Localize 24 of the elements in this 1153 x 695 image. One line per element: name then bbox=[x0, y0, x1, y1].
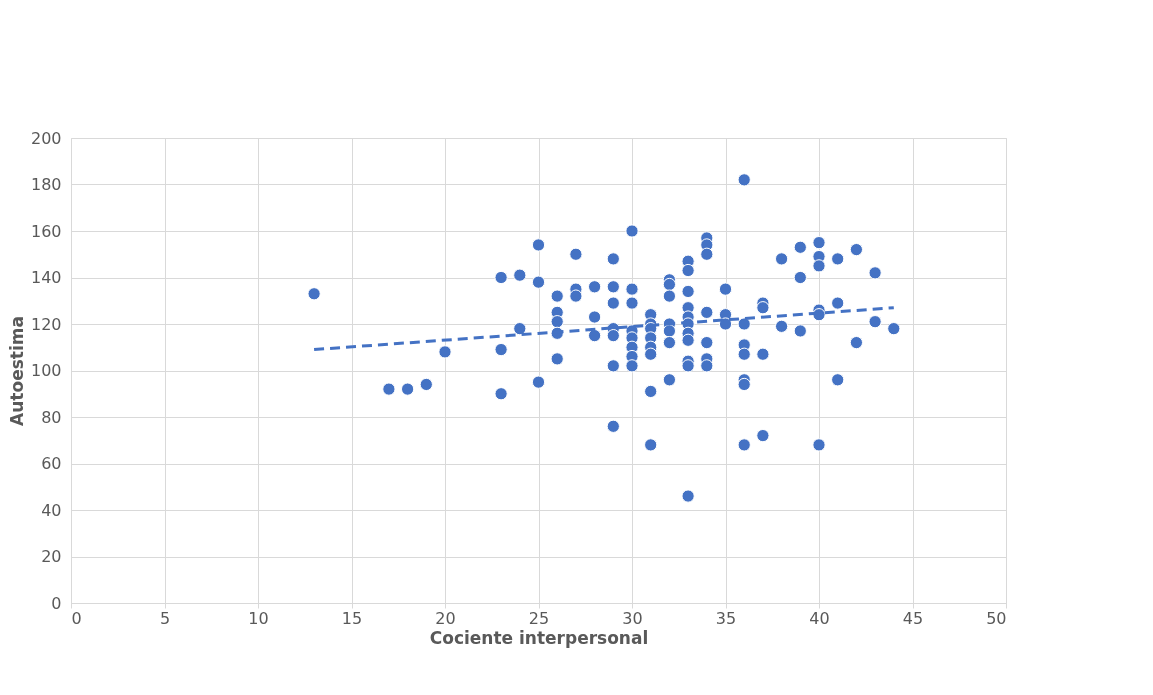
x-tick-label: 0 bbox=[71, 608, 82, 628]
y-tick-label: 140 bbox=[30, 268, 62, 287]
y-tick-label: 100 bbox=[30, 361, 62, 380]
x-tick-label: 30 bbox=[622, 608, 643, 628]
y-tick-label: 20 bbox=[41, 547, 62, 566]
y-tick-label: 60 bbox=[41, 454, 62, 473]
y-tick-label: 160 bbox=[30, 221, 62, 241]
x-axis-title: Cociente interpersonal bbox=[429, 627, 649, 648]
y-tick-label: 40 bbox=[41, 500, 62, 520]
x-tick-label: 20 bbox=[435, 608, 456, 628]
y-tick-label: 200 bbox=[30, 128, 62, 148]
y-tick-label: 120 bbox=[30, 314, 62, 334]
x-tick-label: 45 bbox=[902, 608, 924, 628]
y-tick-label: 180 bbox=[30, 175, 62, 194]
x-tick-label: 35 bbox=[715, 608, 737, 628]
y-tick-label: 80 bbox=[41, 407, 62, 427]
x-tick-label: 15 bbox=[341, 608, 363, 628]
x-tick-label: 25 bbox=[528, 608, 550, 628]
y-tick-label: 0 bbox=[51, 593, 62, 613]
x-tick-label: 50 bbox=[986, 608, 1007, 628]
y-axis-title: Autoestima bbox=[6, 316, 27, 426]
x-tick-label: 10 bbox=[248, 608, 269, 628]
x-tick-label: 5 bbox=[159, 608, 171, 628]
x-tick-label: 40 bbox=[809, 608, 830, 628]
